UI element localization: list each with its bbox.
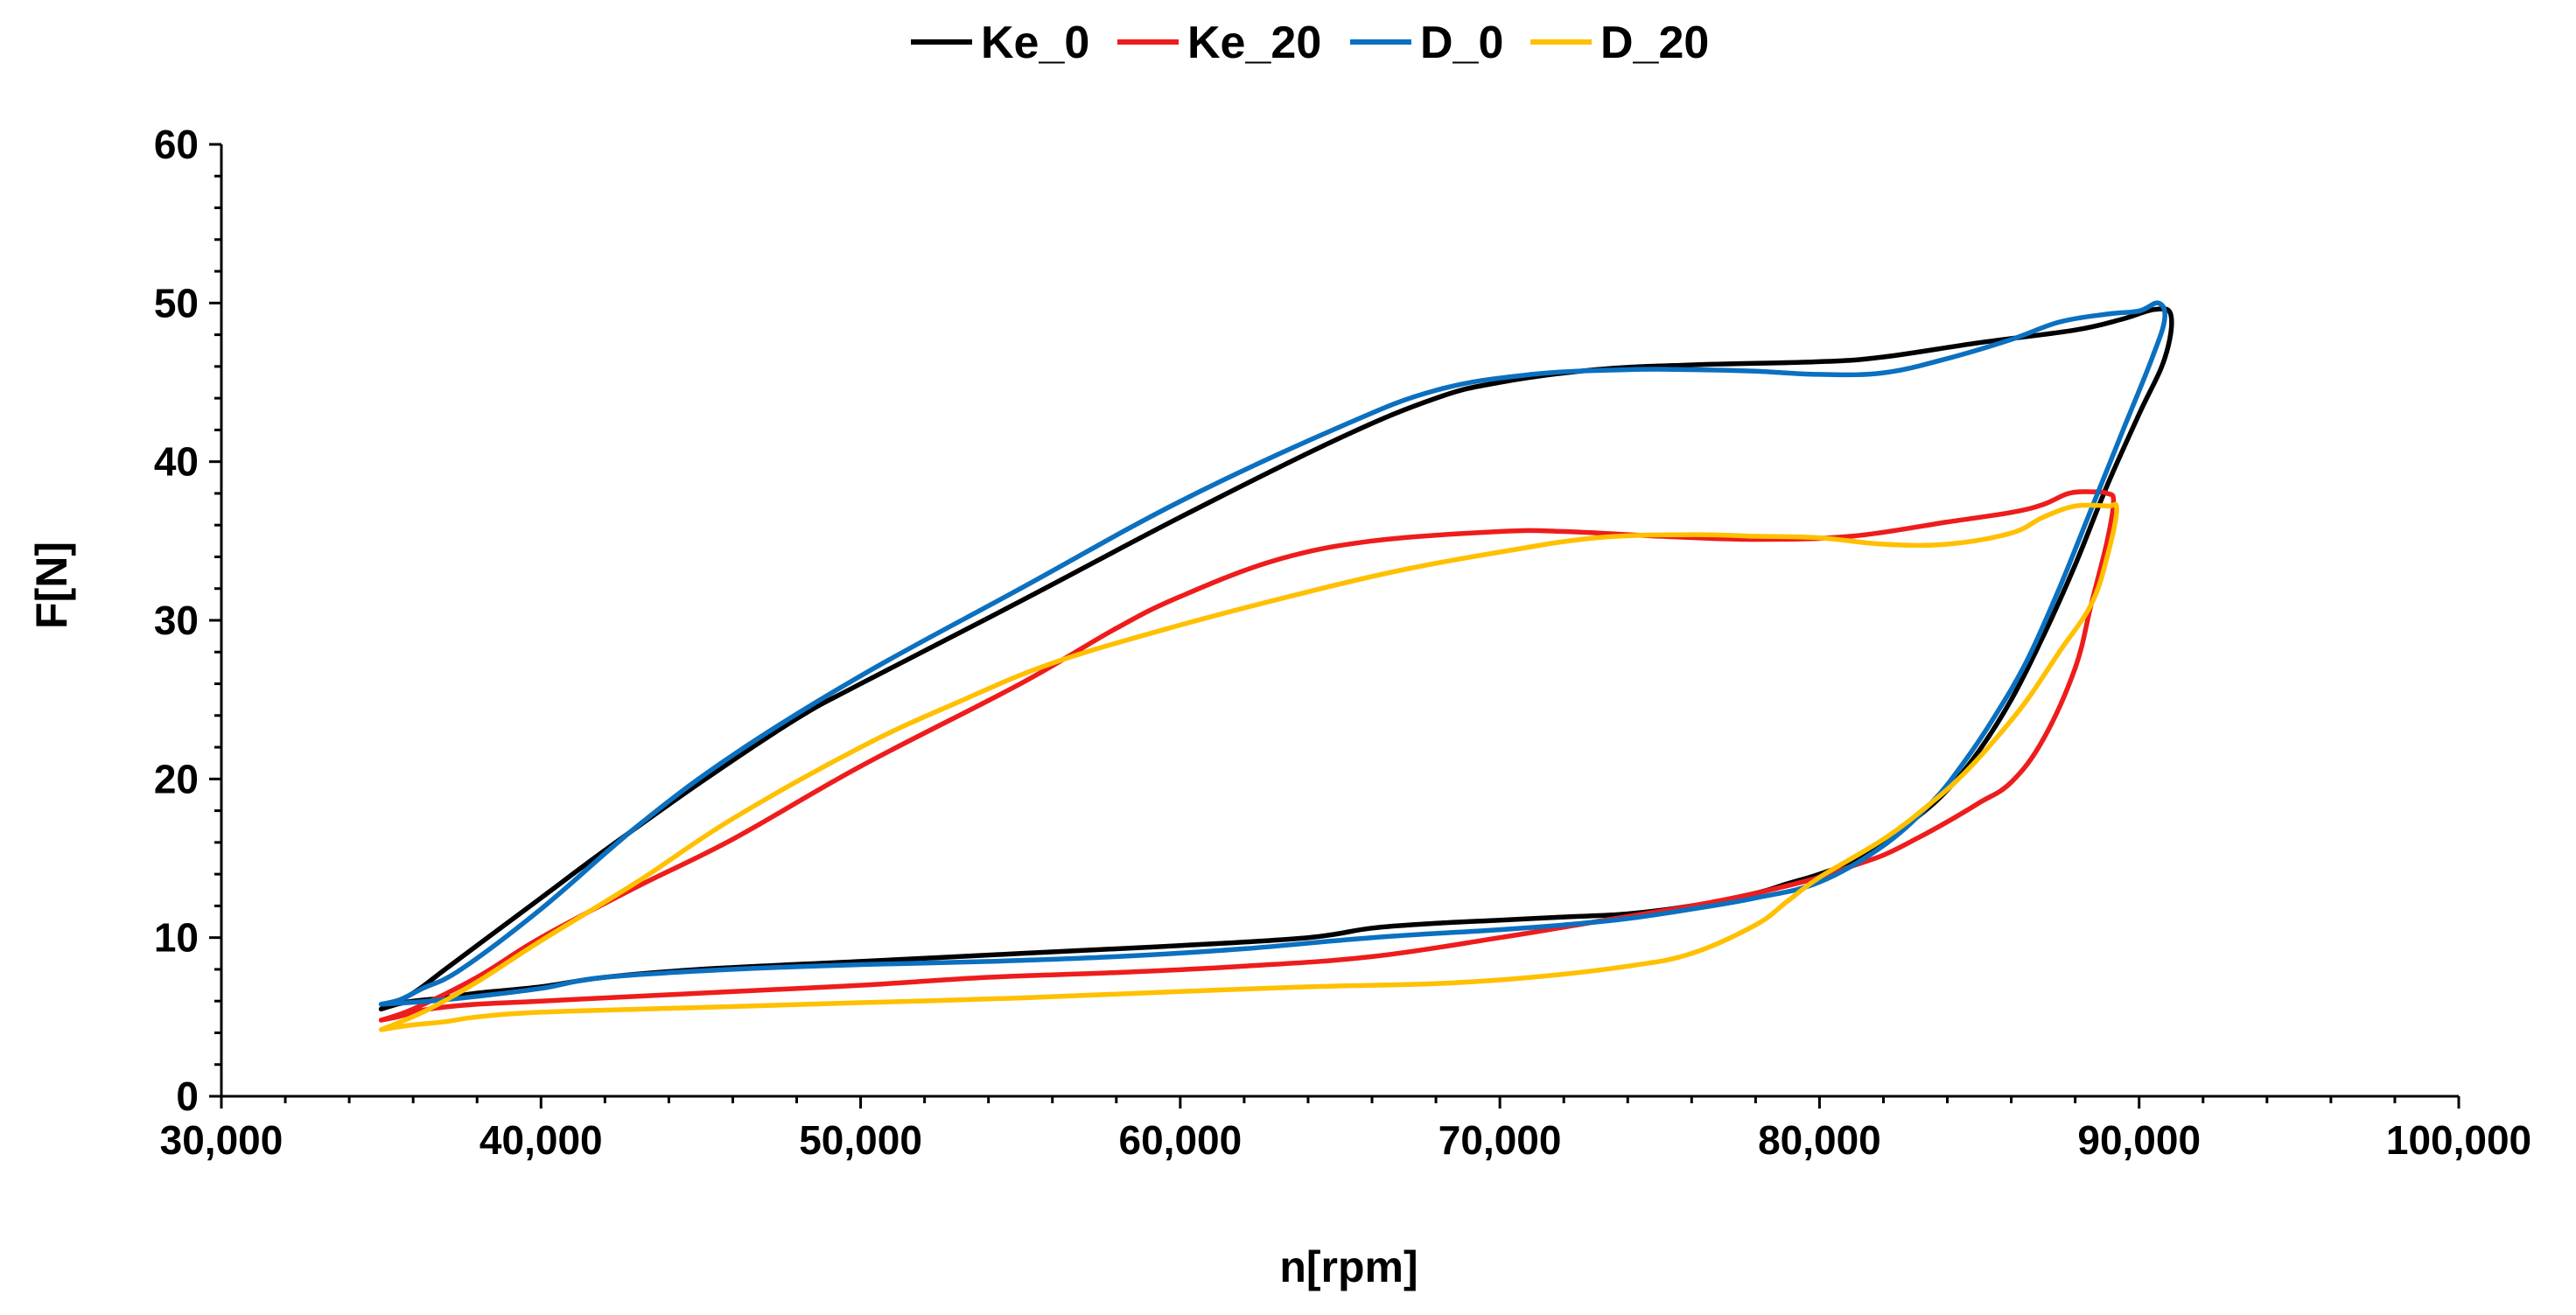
series-line-d-0 <box>378 300 2167 1007</box>
series-line-ke-0 <box>378 306 2174 1012</box>
y-axis-title: F[N] <box>27 542 76 629</box>
x-tick-label: 90,000 <box>2077 1117 2201 1163</box>
y-tick-label: 50 <box>154 280 199 325</box>
x-tick-label: 50,000 <box>799 1117 922 1163</box>
legend-item-d-20: D_20 <box>1530 17 1709 68</box>
y-tick-label: 30 <box>154 598 199 643</box>
y-tick-label: 60 <box>154 122 199 167</box>
x-tick-label: 40,000 <box>480 1117 603 1163</box>
legend-item-d-0: D_0 <box>1350 17 1503 68</box>
series-layer <box>378 300 2174 1032</box>
x-axis-title: n[rpm] <box>1279 1242 1418 1291</box>
x-tick-label: 100,000 <box>2386 1117 2531 1163</box>
x-tick-label: 30,000 <box>160 1117 284 1163</box>
x-tick-label: 70,000 <box>1438 1117 1562 1163</box>
x-tick-label: 80,000 <box>1758 1117 1881 1163</box>
x-axis-ticks: 30,000 40,000 50,000 60,000 70,000 80,000 90,0… <box>160 1096 2531 1163</box>
y-tick-label: 40 <box>154 439 199 485</box>
legend-label: D_0 <box>1420 17 1503 68</box>
legend-label: Ke_20 <box>1187 17 1321 68</box>
y-tick-label: 10 <box>154 915 199 961</box>
y-axis-ticks: 0 10 20 30 40 50 60 <box>154 122 221 1119</box>
legend-item-ke-0: Ke_0 <box>911 17 1089 68</box>
plot-area: 0 10 20 30 40 50 60 30,000 40,000 50,000 60,000 70… <box>154 122 2531 1163</box>
legend-label: Ke_0 <box>981 17 1089 68</box>
y-tick-label: 20 <box>154 756 199 801</box>
y-tick-label: 0 <box>176 1074 199 1119</box>
x-tick-label: 60,000 <box>1119 1117 1242 1163</box>
legend-item-ke-20: Ke_20 <box>1117 17 1321 68</box>
legend-label: D_20 <box>1600 17 1709 68</box>
legend: Ke_0 Ke_20 D_0 D_20 <box>911 17 1709 68</box>
series-line-d-20 <box>378 501 2119 1032</box>
